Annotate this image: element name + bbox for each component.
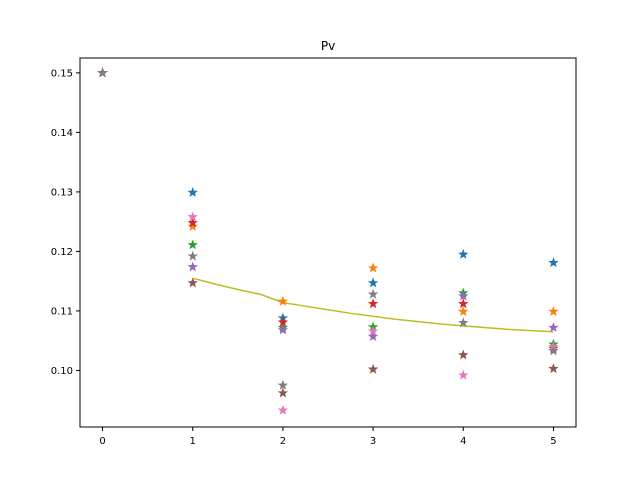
data-point-series-7 <box>458 369 469 380</box>
data-point-series-4 <box>187 217 198 228</box>
data-point-series-6 <box>548 363 559 374</box>
x-tick-label: 5 <box>550 436 556 447</box>
data-point-series-8 <box>458 317 469 328</box>
y-tick-label: 0.11 <box>51 306 73 317</box>
data-point-series-5 <box>458 290 469 301</box>
data-point-series-1 <box>548 257 559 268</box>
data-point-series-8 <box>548 345 559 356</box>
data-point-series-5 <box>548 322 559 333</box>
x-tick-label: 1 <box>190 436 196 447</box>
data-point-series-1 <box>187 187 198 197</box>
y-tick-label: 0.12 <box>51 247 73 258</box>
x-tick-label: 3 <box>370 436 376 447</box>
fit-curve-line <box>192 277 554 333</box>
y-tick-label: 0.10 <box>51 366 73 377</box>
data-point-series-6 <box>458 349 469 360</box>
data-point-series-1 <box>367 277 379 288</box>
data-point-series-6 <box>367 363 379 374</box>
data-point-series-8 <box>277 379 289 390</box>
x-tick-label: 2 <box>280 436 286 447</box>
y-tick-label: 0.14 <box>51 128 73 139</box>
data-point-series-7 <box>187 211 198 222</box>
data-point-series-4 <box>458 298 469 309</box>
y-tick-label: 0.15 <box>51 68 73 79</box>
data-point-series-8 <box>97 67 108 78</box>
data-point-series-2 <box>548 306 559 316</box>
data-point-series-8 <box>187 250 198 261</box>
data-point-series-5 <box>277 324 289 335</box>
data-point-series-2 <box>187 220 198 231</box>
x-tick-label: 4 <box>460 436 466 447</box>
data-point-series-5 <box>187 261 198 272</box>
x-axis: 0 1 2 3 4 5 <box>99 427 557 447</box>
chart-title: Pv <box>321 39 335 53</box>
data-point-series-2 <box>367 262 379 273</box>
data-point-series-4 <box>367 298 379 309</box>
data-point-series-1 <box>458 248 469 259</box>
data-point-series-6 <box>187 277 198 288</box>
data-point-series-5 <box>367 331 379 341</box>
data-point-series-2 <box>277 295 289 306</box>
fit-curve-layer <box>192 277 554 333</box>
y-axis: 0.10 0.11 0.12 0.13 0.14 0.15 <box>51 68 80 377</box>
y-tick-label: 0.13 <box>51 187 73 198</box>
x-tick-label: 0 <box>99 436 105 447</box>
data-points-layer <box>97 67 559 415</box>
data-point-series-2 <box>458 306 469 316</box>
data-point-series-7 <box>277 404 289 415</box>
data-point-series-8 <box>367 288 379 299</box>
plot-frame <box>79 57 577 428</box>
data-point-series-7 <box>367 325 379 336</box>
data-point-series-6 <box>277 387 289 398</box>
data-point-series-4 <box>277 316 289 327</box>
data-point-series-3 <box>187 239 198 250</box>
